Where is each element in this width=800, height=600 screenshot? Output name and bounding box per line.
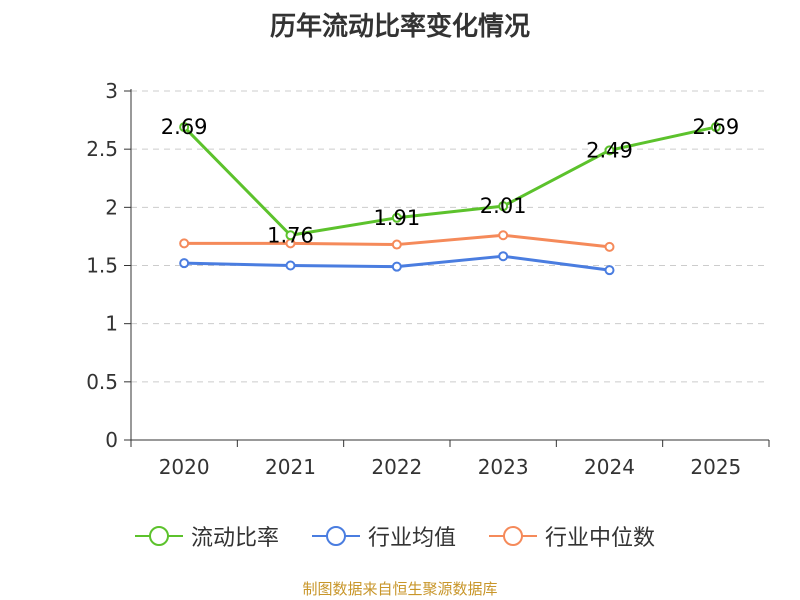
- data-point-0[interactable]: [710, 122, 721, 133]
- legend-marker-current-ratio: [135, 526, 183, 546]
- x-tick-label: 2025: [690, 455, 741, 479]
- legend-marker-industry-median: [489, 526, 537, 546]
- data-point-2[interactable]: [179, 238, 190, 249]
- x-tick-label: 2021: [265, 455, 316, 479]
- x-tick-label: 2024: [584, 455, 635, 479]
- chart-title: 历年流动比率变化情况: [269, 12, 530, 42]
- data-point-1[interactable]: [391, 261, 402, 272]
- data-label: 2.69: [161, 115, 208, 139]
- legend-item-industry-median[interactable]: 行业中位数: [489, 520, 655, 552]
- data-point-0[interactable]: [179, 122, 190, 133]
- legend-marker-industry-mean: [312, 526, 360, 546]
- x-tick-label: 2023: [478, 455, 529, 479]
- data-point-2[interactable]: [391, 239, 402, 250]
- y-tick-label: 2: [105, 195, 118, 219]
- data-label: 1.91: [373, 206, 420, 230]
- data-label: 2.01: [480, 194, 527, 218]
- y-tick-label: 0: [105, 428, 118, 452]
- y-tick-label: 1.5: [86, 254, 118, 278]
- data-point-1[interactable]: [285, 260, 296, 271]
- legend-item-current-ratio[interactable]: 流动比率: [135, 520, 279, 552]
- y-tick-label: 1: [105, 312, 118, 336]
- data-point-0[interactable]: [604, 145, 615, 156]
- x-tick-label: 2022: [371, 455, 422, 479]
- legend-label-industry-median: 行业中位数: [545, 526, 656, 551]
- legend-label-industry-mean: 行业均值: [368, 526, 457, 551]
- series-line-0: [183, 125, 717, 237]
- data-point-0[interactable]: [498, 201, 509, 212]
- data-point-1[interactable]: [179, 258, 190, 269]
- data-point-0[interactable]: [391, 212, 402, 223]
- legend-item-industry-mean[interactable]: 行业均值: [312, 520, 456, 552]
- y-tick-label: 0.5: [86, 370, 118, 394]
- source-note: 制图数据来自恒生聚源数据库: [302, 580, 498, 598]
- data-point-0[interactable]: [285, 230, 296, 241]
- data-label: 1.76: [267, 223, 314, 247]
- y-tick-label: 2.5: [86, 137, 118, 161]
- data-point-2[interactable]: [604, 241, 615, 252]
- data-point-1[interactable]: [498, 251, 509, 262]
- data-point-1[interactable]: [604, 265, 615, 276]
- legend-label-current-ratio: 流动比率: [191, 526, 280, 551]
- data-label: 2.69: [692, 115, 739, 139]
- y-tick-label: 3: [105, 79, 118, 103]
- data-point-2[interactable]: [498, 230, 509, 241]
- data-label: 2.49: [586, 138, 633, 162]
- x-tick-label: 2020: [159, 455, 210, 479]
